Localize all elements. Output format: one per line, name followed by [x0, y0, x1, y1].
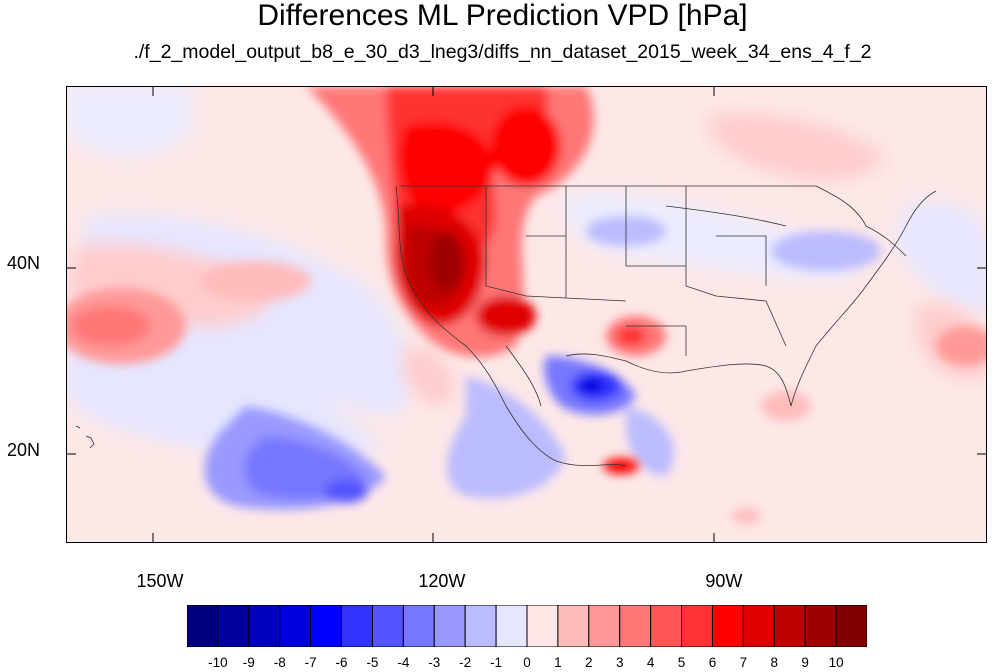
- western-us-positive-anomaly: [306, 86, 594, 357]
- lon-tick-label: 90W: [705, 571, 743, 591]
- colorbar-swatch: [804, 605, 837, 647]
- colorbar-tick-label: 3: [615, 655, 624, 670]
- colorbar-swatch: [310, 605, 343, 647]
- vpd-difference-map: [66, 86, 987, 543]
- colorbar-tick-label: -7: [304, 655, 317, 670]
- colorbar-swatch: [341, 605, 373, 647]
- colorbar-tick-label: -1: [490, 655, 503, 670]
- colorbar-swatch: [433, 605, 466, 647]
- colorbar-tick-label: 1: [554, 655, 562, 670]
- colorbar-swatch: [526, 605, 559, 647]
- colorbar-swatches: [187, 605, 867, 647]
- colorbar-tick-label: 7: [739, 655, 748, 670]
- colorbar-tick-label: 9: [801, 655, 809, 670]
- map-inner-ticks: [66, 86, 987, 543]
- colorbar-swatch: [248, 605, 281, 647]
- map-canvas: [66, 86, 987, 543]
- colorbar-tick-label: -2: [459, 655, 472, 670]
- colorbar-swatch: [217, 605, 250, 647]
- colorbar-swatch: [495, 605, 528, 647]
- colorbar-tick-label: 4: [646, 655, 655, 670]
- mexico-negative-anomaly: [204, 356, 674, 510]
- colorbar-swatch: [619, 605, 652, 647]
- lon-tick-label: 120W: [418, 571, 466, 591]
- colorbar-tick-label: -10: [208, 655, 228, 670]
- colorbar-tick-label: 6: [708, 655, 717, 670]
- colorbar-tick-label: -8: [273, 655, 286, 670]
- lat-tick-label: 20N: [6, 439, 40, 460]
- colorbar-tick-label: 0: [523, 655, 531, 670]
- colorbar-swatch: [402, 605, 435, 647]
- lat-tick-label: 40N: [6, 253, 40, 274]
- colorbar-swatch: [742, 605, 775, 647]
- colorbar-swatch: [711, 605, 744, 647]
- colorbar-swatch: [279, 605, 312, 647]
- coastlines-and-borders: [75, 185, 937, 467]
- colorbar-swatch: [650, 605, 683, 647]
- map-subtitle: ./f_2_model_output_b8_e_30_d3_lneg3/diff…: [133, 41, 872, 63]
- colorbar-tick-label: -4: [397, 655, 410, 670]
- colorbar-swatch: [681, 605, 713, 647]
- colorbar-swatch: [835, 605, 867, 647]
- colorbar-swatch: [773, 605, 806, 647]
- colorbar-swatch: [371, 605, 404, 647]
- colorbar-tick-label: 2: [585, 655, 593, 670]
- colorbar-tick-label: 5: [677, 655, 686, 670]
- colorbar: [187, 605, 867, 647]
- colorbar-tick-label: -5: [366, 655, 379, 670]
- colorbar-tick-label: 10: [828, 655, 844, 670]
- lon-tick-label: 150W: [136, 571, 184, 591]
- colorbar-tick-label: -9: [242, 655, 255, 670]
- map-title: Differences ML Prediction VPD [hPa]: [257, 0, 748, 32]
- colorbar-tick-label: -3: [428, 655, 441, 670]
- colorbar-swatch: [557, 605, 590, 647]
- colorbar-swatch: [464, 605, 497, 647]
- colorbar-swatch: [187, 605, 219, 647]
- colorbar-swatch: [588, 605, 621, 647]
- pacific-positive-anomaly: [66, 261, 311, 364]
- colorbar-tick-label: 8: [770, 655, 779, 670]
- colorbar-tick-label: -6: [335, 655, 348, 670]
- eastern-us-negative-anomaly: [586, 216, 881, 271]
